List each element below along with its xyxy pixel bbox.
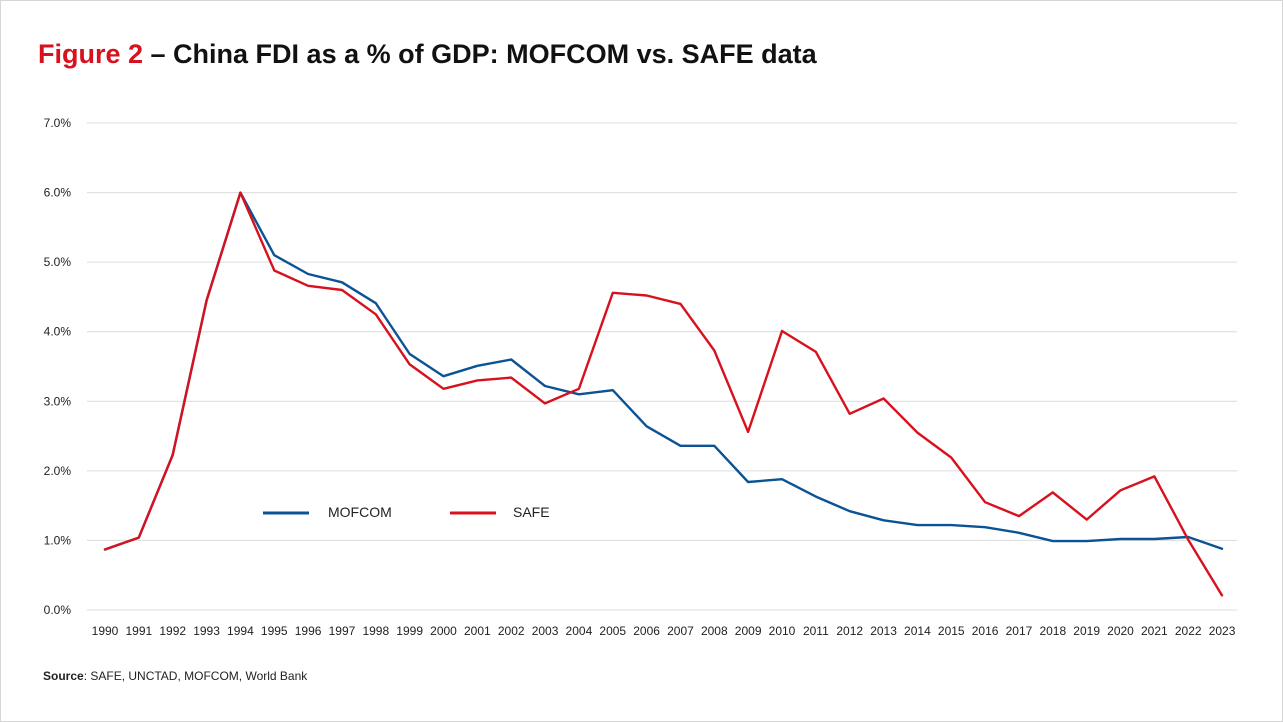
x-tick-label: 1993 (193, 624, 220, 638)
x-tick-label: 2023 (1209, 624, 1236, 638)
x-tick-label: 2013 (870, 624, 897, 638)
x-tick-label: 2015 (938, 624, 965, 638)
x-tick-label: 2009 (735, 624, 762, 638)
x-tick-label: 1998 (362, 624, 389, 638)
x-tick-label: 2004 (566, 624, 593, 638)
y-tick-label: 3.0% (44, 394, 72, 408)
x-tick-label: 2014 (904, 624, 931, 638)
x-tick-label: 2001 (464, 624, 491, 638)
x-tick-label: 2008 (701, 624, 728, 638)
chart-title: Figure 2 – China FDI as a % of GDP: MOFC… (38, 39, 817, 70)
x-tick-label: 2019 (1073, 624, 1100, 638)
x-tick-label: 2000 (430, 624, 457, 638)
x-tick-label: 2017 (1006, 624, 1033, 638)
x-tick-label: 2007 (667, 624, 694, 638)
x-tick-label: 2012 (836, 624, 863, 638)
x-tick-label: 1991 (125, 624, 152, 638)
y-tick-label: 1.0% (44, 533, 72, 547)
x-tick-label: 2011 (803, 624, 829, 638)
x-tick-label: 2021 (1141, 624, 1168, 638)
x-tick-label: 2005 (599, 624, 626, 638)
source-label: Source (43, 669, 84, 683)
series-line-mofcom (103, 191, 1224, 551)
x-tick-label: 1999 (396, 624, 423, 638)
title-text: – China FDI as a % of GDP: MOFCOM vs. SA… (143, 39, 817, 69)
x-tick-label: 2022 (1175, 624, 1202, 638)
y-tick-label: 7.0% (44, 116, 72, 130)
x-tick-label: 2018 (1039, 624, 1066, 638)
series-line-safe (103, 191, 1224, 597)
gridlines (87, 122, 1237, 611)
x-tick-label: 1997 (329, 624, 356, 638)
legend-label-safe: SAFE (513, 504, 550, 520)
y-tick-label: 2.0% (44, 464, 72, 478)
figure-label: Figure 2 (38, 39, 144, 69)
source-text: : SAFE, UNCTAD, MOFCOM, World Bank (83, 669, 308, 683)
x-tick-label: 2006 (633, 624, 660, 638)
source-note: Source: SAFE, UNCTAD, MOFCOM, World Bank (43, 669, 307, 683)
x-tick-label: 2002 (498, 624, 525, 638)
y-axis-ticks: 0.0% 1.0% 2.0% 3.0% 4.0% 5.0% 6.0% 7.0% (44, 116, 72, 617)
legend: MOFCOM SAFE (263, 504, 550, 520)
x-tick-label: 1990 (92, 624, 119, 638)
x-tick-label: 1995 (261, 624, 288, 638)
x-tick-label: 2010 (769, 624, 796, 638)
x-tick-label: 1992 (159, 624, 186, 638)
x-axis-ticks: 1990 1991 1992 1993 1994 1995 1996 1997 1998 1999… (92, 624, 1236, 638)
y-tick-label: 4.0% (44, 325, 72, 339)
x-tick-label: 1996 (295, 624, 322, 638)
x-tick-label: 2016 (972, 624, 999, 638)
x-tick-label: 2003 (532, 624, 559, 638)
legend-label-mofcom: MOFCOM (328, 504, 392, 520)
x-tick-label: 1994 (227, 624, 254, 638)
y-tick-label: 6.0% (44, 186, 72, 200)
series-lines (103, 191, 1224, 597)
x-tick-label: 2020 (1107, 624, 1134, 638)
y-tick-label: 0.0% (44, 603, 72, 617)
y-tick-label: 5.0% (44, 255, 72, 269)
